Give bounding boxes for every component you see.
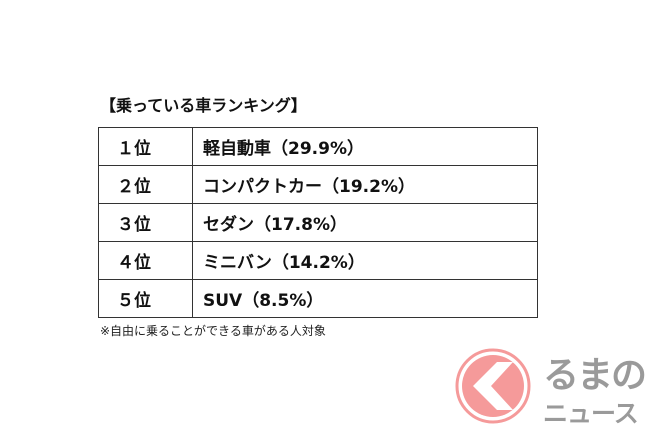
logo-text-line1: るまの xyxy=(543,355,647,396)
car-type-cell: セダン（17.8%） xyxy=(192,203,538,242)
rank-cell: ４位 xyxy=(98,241,193,280)
footnote: ※自由に乗ることができる車がある人対象 xyxy=(100,324,326,338)
table-row: ２位 コンパクトカー（19.2%） xyxy=(98,165,538,204)
ranking-table: １位 軽自動車（29.9%） ２位 コンパクトカー（19.2%） ３位 セダン（17.… xyxy=(98,127,538,318)
logo-text-line2: ニュース xyxy=(543,399,639,428)
table-row: ３位 セダン（17.8%） xyxy=(98,203,538,242)
table-row: ５位 SUV（8.5%） xyxy=(98,279,538,318)
rank-cell: ３位 xyxy=(98,203,193,242)
table-row: １位 軽自動車（29.9%） xyxy=(98,127,538,166)
rank-cell: １位 xyxy=(98,127,193,166)
table-title: 【乗っている車ランキング】 xyxy=(100,96,307,115)
car-type-cell: SUV（8.5%） xyxy=(192,279,538,318)
rank-cell: ５位 xyxy=(98,279,193,318)
table-row: ４位 ミニバン（14.2%） xyxy=(98,241,538,280)
car-type-cell: 軽自動車（29.9%） xyxy=(192,127,538,166)
car-type-cell: ミニバン（14.2%） xyxy=(192,241,538,280)
car-type-cell: コンパクトカー（19.2%） xyxy=(192,165,538,204)
rank-cell: ２位 xyxy=(98,165,193,204)
kuruma-logo-icon xyxy=(455,348,531,424)
